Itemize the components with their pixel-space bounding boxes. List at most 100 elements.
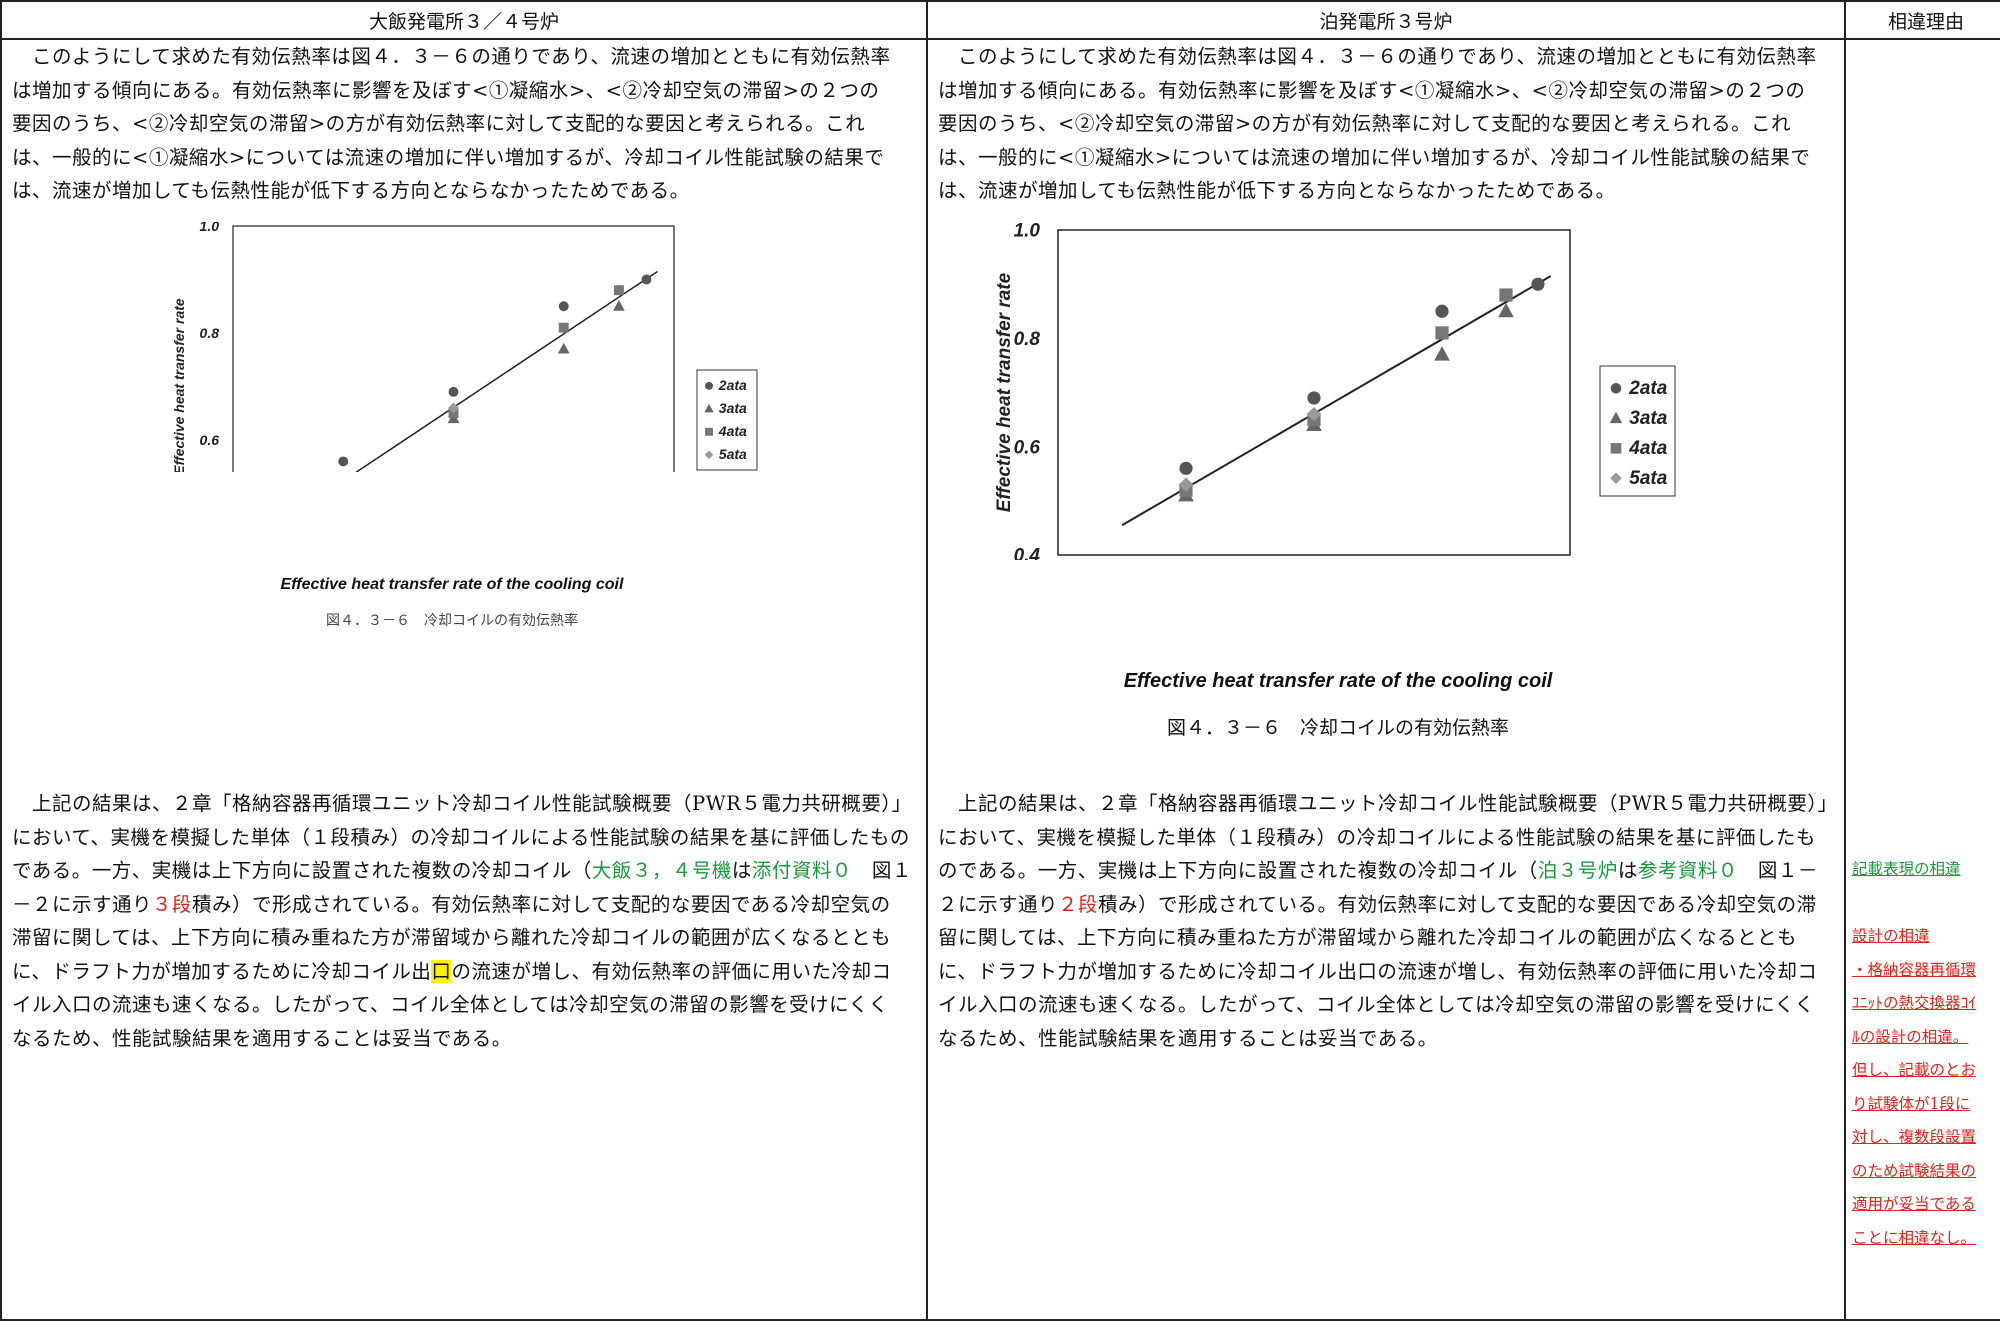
data-point: [1306, 406, 1322, 422]
legend-label: 4ata: [1628, 438, 1667, 459]
reason-line: ・格納容器再循環: [1852, 960, 1977, 979]
text-line: このようにして求めた有効伝熱率は図４．３－６の通りであり、流速の増加とともに有効…: [938, 45, 1817, 68]
y-tick-label: 0.8: [1014, 329, 1041, 350]
text-line: このようにして求めた有効伝熱率は図４．３－６の通りであり、流速の増加とともに有効…: [12, 45, 891, 68]
legend: 2ata 3ata 4ata 5ata: [1599, 365, 1676, 497]
legend-marker: [704, 450, 714, 460]
tomari-figure-subtitle: Effective heat transfer rate of the cool…: [1123, 670, 1553, 692]
tomari-paragraph-1: このようにして求めた有効伝熱率は図４．３－６の通りであり、流速の増加とともに有効…: [938, 40, 1816, 208]
text-line: 滞留に関しては、上下方向に積み重ねた方が滞留域から離れた冷却コイルの範囲が広くな…: [12, 926, 892, 949]
y-axis-label: Effective heat transfer rate: [994, 272, 1015, 512]
data-point: [1531, 277, 1545, 291]
series-2ata: [1179, 277, 1545, 475]
text-line: イル入口の流速も速くなる。したがって、コイル全体としては冷却空気の滞留の影響を受…: [12, 993, 889, 1016]
data-point: [448, 386, 459, 397]
fit-line: [1121, 275, 1552, 527]
tomari-figure-caption: 図４．３－６ 冷却コイルの有効伝熱率: [1166, 717, 1509, 739]
legend-marker: [1609, 411, 1623, 424]
legend-marker: [704, 403, 714, 413]
reason-design-difference: 設計の相違 ・格納容器再循環 ﾕﾆｯﾄの熱交換器ｺｲ ﾙの設計の相違。 但し、記…: [1852, 920, 1976, 1255]
y-tick-label: 0.6: [1014, 437, 1041, 458]
data-point: [1435, 304, 1449, 318]
series-5ata: [337, 402, 459, 483]
y-tick-label: 0.4: [1014, 546, 1041, 560]
tomari-paragraph-2: 上記の結果は、２章「格納容器再循環ユニット冷却コイル性能試験概要（PWR５電力共…: [938, 787, 1838, 1055]
yellow-highlight: 口: [431, 959, 452, 983]
legend-label: 2ata: [718, 377, 747, 393]
reason-line: ﾕﾆｯﾄの熱交換器ｺｲ: [1852, 994, 1977, 1012]
series-3ata: [337, 299, 625, 493]
y-tick-label: 0.8: [200, 325, 220, 341]
plant-name-highlight: 泊３号炉: [1537, 859, 1618, 882]
ohi-chart-svg: 0.40.60.81.000.10.20.30.4Mixed gas flow …: [171, 218, 758, 598]
data-point: [1307, 391, 1321, 405]
text-line: に、ドラフト力が増加するために冷却コイル出口の流速が増し、有効伝熱率の評価に用い…: [938, 959, 1818, 983]
reference-doc-highlight: 添付資料０: [751, 859, 852, 882]
legend: 2ata 3ata 4ata 5ata: [696, 369, 758, 471]
header-reason: 相違理由: [1844, 0, 2000, 40]
y-axis-label: Effective heat transfer rate: [171, 298, 187, 472]
tomari-chart: 0.40.60.81.000.10.20.30.4Mixed gas flow …: [988, 220, 1708, 624]
plot-frame: [232, 225, 675, 548]
legend-label: 3ata: [1629, 408, 1667, 429]
y-tick-label: 0.6: [200, 432, 220, 448]
stage-count-highlight: ３段: [152, 892, 193, 916]
data-point: [613, 285, 624, 296]
text-line: のである。一方、実機は上下方向に設置された複数の冷却コイル（泊３号炉は参考資料０…: [938, 859, 1818, 882]
ohi-column: このようにして求めた有効伝熱率は図４．３－６の通りであり、流速の増加とともに有効…: [0, 38, 928, 1321]
y-tick-label: 1.0: [200, 222, 220, 234]
text-line: なるため、性能試験結果を適用することは妥当である。: [12, 1026, 512, 1050]
ohi-paragraph-1: このようにして求めた有効伝熱率は図４．３－６の通りであり、流速の増加とともに有効…: [12, 40, 890, 208]
text-line: 上記の結果は、２章「格納容器再循環ユニット冷却コイル性能試験概要（PWR５電力共…: [938, 792, 1838, 815]
text-line: は、一般的に<①凝縮水>については流速の増加に伴い増加するが、冷却コイル性能試験…: [12, 145, 885, 169]
data-point: [1498, 302, 1514, 318]
data-point: [1434, 346, 1450, 361]
legend-label: 2ata: [1628, 378, 1667, 399]
legend-label: 4ata: [718, 423, 747, 439]
reason-line: のため試験結果の: [1852, 1161, 1977, 1180]
text-line: は、一般的に<①凝縮水>については流速の増加に伴い増加するが、冷却コイル性能試験…: [938, 145, 1811, 169]
data-point: [1178, 477, 1194, 492]
text-line: に、ドラフト力が増加するために冷却コイル出口の流速が増し、有効伝熱率の評価に用い…: [12, 959, 892, 983]
data-point: [1499, 288, 1513, 302]
data-point: [558, 322, 569, 333]
series-3ata: [1178, 302, 1514, 502]
series-4ata: [338, 285, 624, 488]
text-line: イル入口の流速も速くなる。したがって、コイル全体としては冷却空気の滞留の影響を受…: [938, 993, 1815, 1016]
reason-wording-difference: 記載表現の相違: [1852, 860, 1961, 878]
legend-marker: [705, 381, 713, 390]
legend-marker: [705, 427, 713, 436]
tomari-chart-svg: 0.40.60.81.000.10.20.30.4Mixed gas flow …: [994, 221, 1676, 624]
data-point: [641, 274, 652, 285]
reason-column: 記載表現の相違 設計の相違 ・格納容器再循環 ﾕﾆｯﾄの熱交換器ｺｲ ﾙの設計の…: [1844, 38, 2000, 1321]
data-point: [448, 402, 459, 414]
text-line: ２に示す通り２段積み）で形成されている。有効伝熱率に対して支配的な要因である冷却…: [938, 892, 1817, 916]
series-5ata: [1178, 406, 1322, 492]
text-line: 留に関しては、上下方向に積み重ねた方が滞留域から離れた冷却コイルの範囲が広くなる…: [938, 926, 1798, 949]
text-line: なるため、性能試験結果を適用することは妥当である。: [938, 1026, 1438, 1050]
header-tomari: 泊発電所３号炉: [926, 0, 1846, 40]
legend-marker: [1610, 383, 1622, 394]
text-line: である。一方、実機は上下方向に設置された複数の冷却コイル（大飯３，４号機は添付資…: [12, 859, 912, 882]
data-point: [558, 301, 569, 312]
ohi-paragraph-2: 上記の結果は、２章「格納容器再循環ユニット冷却コイル性能試験概要（PWR５電力共…: [12, 787, 912, 1055]
legend-label: 5ata: [1629, 468, 1667, 489]
legend-marker: [1610, 472, 1622, 485]
data-point: [1435, 326, 1449, 340]
data-point: [613, 299, 625, 311]
legend-label: 3ata: [719, 400, 747, 416]
data-point: [557, 342, 570, 354]
text-line: は、流速が増加しても伝熱性能が低下する方向とならなかったためである。: [12, 179, 690, 202]
ohi-chart: 0.40.60.81.000.10.20.30.4Mixed gas flow …: [162, 218, 762, 598]
y-tick-label: 1.0: [1014, 221, 1041, 242]
data-point: [1179, 461, 1193, 475]
text-line: 上記の結果は、２章「格納容器再循環ユニット冷却コイル性能試験概要（PWR５電力共…: [12, 792, 912, 815]
ohi-figure-caption: 図４．３－６ 冷却コイルの有効伝熱率: [326, 613, 578, 629]
tomari-column: このようにして求めた有効伝熱率は図４．３－６の通りであり、流速の増加とともに有効…: [926, 38, 1846, 1321]
reason-line: 設計の相違: [1852, 927, 1930, 945]
reason-line: り試験体が1段に: [1852, 1094, 1971, 1113]
data-point: [338, 456, 349, 467]
reason-line: ことに相違なし。: [1852, 1228, 1977, 1247]
text-line: 要因のうち、<②冷却空気の滞留>の方が有効伝熱率に対して支配的な要因と考えられる…: [12, 112, 866, 135]
